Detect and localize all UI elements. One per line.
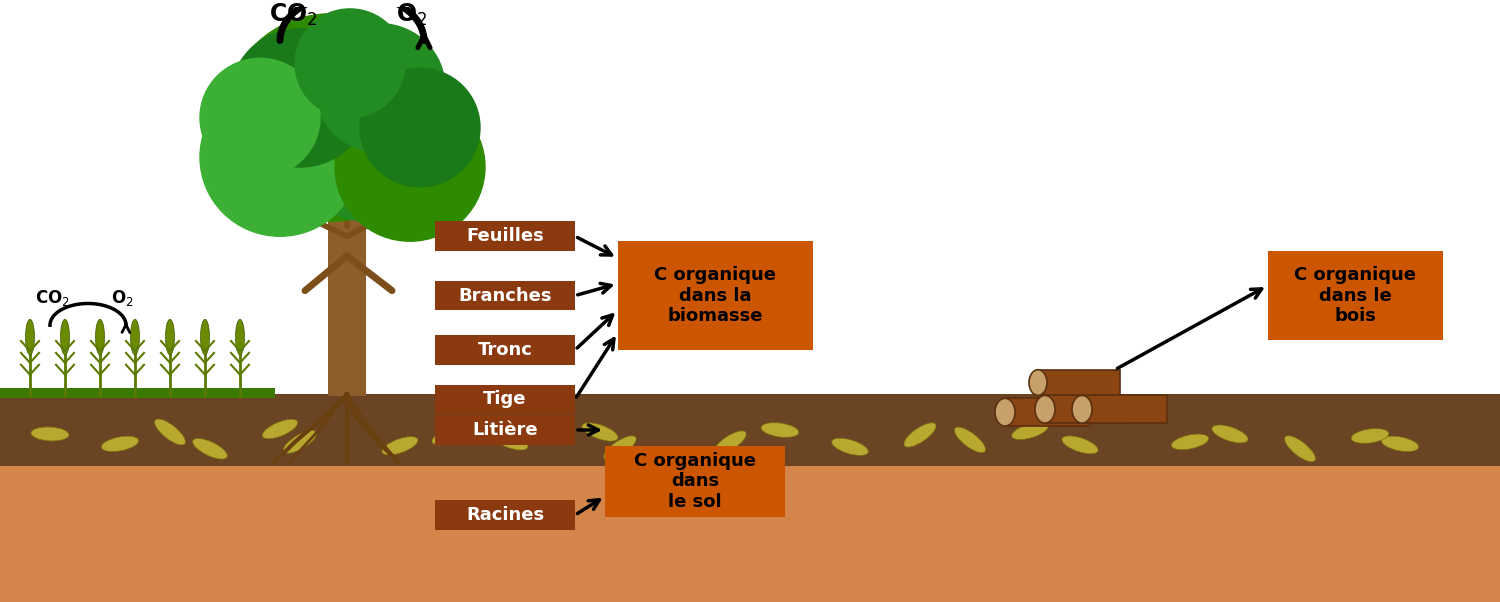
Bar: [1046, 396, 1130, 423]
Bar: [1038, 370, 1120, 396]
Text: C organique
dans la
biomasse: C organique dans la biomasse: [654, 265, 776, 325]
Text: O$_2$: O$_2$: [396, 2, 427, 28]
Circle shape: [225, 14, 435, 222]
Ellipse shape: [582, 423, 618, 441]
Ellipse shape: [1382, 436, 1419, 452]
Ellipse shape: [382, 436, 418, 455]
FancyBboxPatch shape: [1268, 251, 1443, 340]
Ellipse shape: [432, 427, 468, 445]
Circle shape: [200, 78, 360, 236]
Bar: [1005, 399, 1090, 426]
Text: Branches: Branches: [459, 287, 552, 305]
Ellipse shape: [1035, 396, 1054, 423]
Ellipse shape: [1284, 436, 1316, 462]
Ellipse shape: [192, 438, 228, 459]
FancyBboxPatch shape: [604, 446, 784, 517]
Ellipse shape: [954, 427, 986, 453]
FancyBboxPatch shape: [435, 222, 574, 251]
Ellipse shape: [60, 319, 69, 355]
Text: O$_2$: O$_2$: [111, 288, 134, 308]
Bar: [0, 394, 1500, 465]
Circle shape: [285, 54, 454, 222]
Text: CO$_2$: CO$_2$: [268, 2, 318, 28]
Ellipse shape: [1011, 423, 1048, 439]
Text: C organique
dans
le sol: C organique dans le sol: [634, 452, 756, 511]
FancyBboxPatch shape: [328, 214, 366, 396]
Ellipse shape: [284, 430, 316, 453]
FancyBboxPatch shape: [435, 500, 574, 530]
Bar: [0, 465, 1500, 602]
Circle shape: [360, 68, 480, 187]
Bar: [0, 388, 274, 399]
Text: Litière: Litière: [472, 421, 538, 439]
Ellipse shape: [760, 423, 800, 437]
Text: Racines: Racines: [466, 506, 544, 524]
Ellipse shape: [994, 399, 1016, 426]
Ellipse shape: [96, 319, 105, 355]
Ellipse shape: [1062, 436, 1098, 454]
Text: CO$_2$: CO$_2$: [34, 288, 69, 308]
Ellipse shape: [1172, 434, 1209, 450]
Ellipse shape: [831, 438, 868, 455]
Circle shape: [334, 93, 484, 241]
Text: Tronc: Tronc: [477, 341, 532, 359]
Ellipse shape: [904, 423, 936, 447]
Ellipse shape: [1212, 425, 1248, 443]
Text: Tige: Tige: [483, 390, 526, 408]
Ellipse shape: [32, 427, 69, 441]
Ellipse shape: [1352, 429, 1389, 443]
Ellipse shape: [492, 432, 528, 450]
FancyBboxPatch shape: [435, 385, 574, 414]
Ellipse shape: [714, 431, 746, 455]
Text: Feuilles: Feuilles: [466, 228, 544, 245]
Ellipse shape: [236, 319, 244, 355]
Ellipse shape: [262, 420, 297, 439]
FancyBboxPatch shape: [435, 281, 574, 311]
Ellipse shape: [604, 436, 636, 460]
Ellipse shape: [1029, 370, 1047, 396]
FancyBboxPatch shape: [435, 335, 574, 365]
Ellipse shape: [1072, 396, 1092, 423]
Bar: [1082, 396, 1167, 423]
Circle shape: [200, 58, 320, 177]
Ellipse shape: [130, 319, 140, 355]
Circle shape: [230, 29, 370, 167]
Ellipse shape: [26, 319, 34, 355]
FancyBboxPatch shape: [435, 415, 574, 445]
Ellipse shape: [102, 436, 138, 452]
Text: C organique
dans le
bois: C organique dans le bois: [1294, 265, 1416, 325]
FancyBboxPatch shape: [618, 241, 813, 350]
Circle shape: [315, 23, 446, 152]
Circle shape: [296, 9, 405, 117]
Ellipse shape: [154, 419, 186, 445]
Ellipse shape: [165, 319, 174, 355]
Ellipse shape: [201, 319, 210, 355]
